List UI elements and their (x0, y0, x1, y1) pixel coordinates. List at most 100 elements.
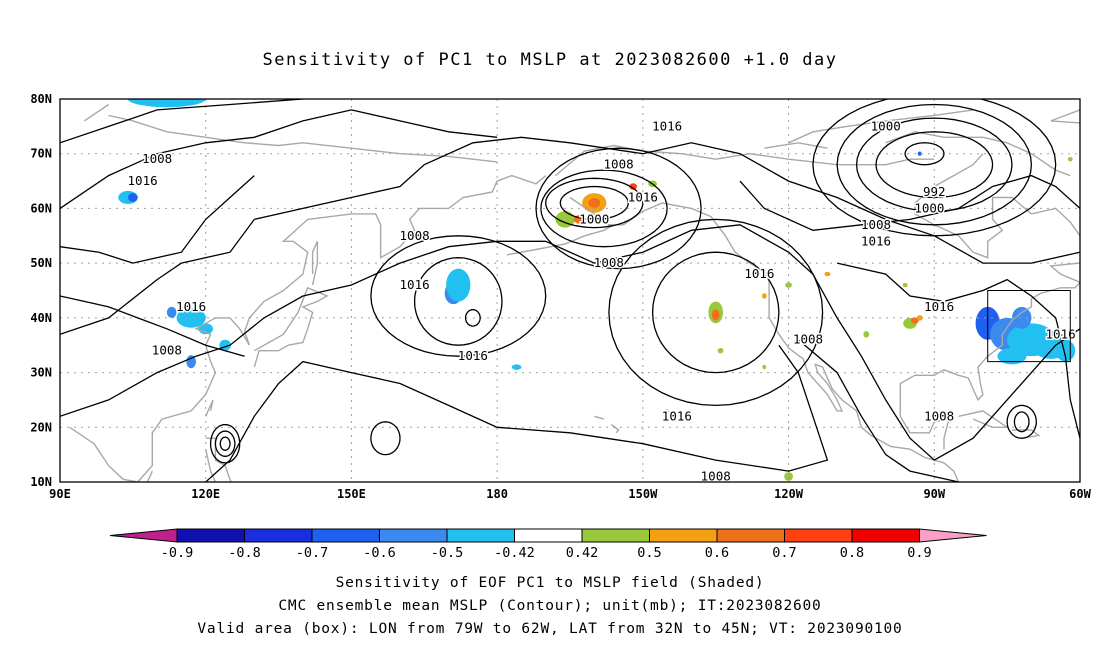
sensitivity-patch (127, 99, 206, 108)
colorbar-label: -0.7 (296, 545, 329, 561)
colorbar-swatch (446, 528, 515, 543)
contour-label: 1008 (400, 228, 430, 243)
mslp-contour (559, 185, 629, 221)
colorbar-label: 0.7 (772, 545, 796, 561)
coastline (1085, 255, 1100, 280)
contour-label: 1016 (662, 408, 692, 423)
sensitivity-patch (127, 193, 138, 202)
lat-lon-grid (60, 99, 1081, 482)
sensitivity-patch (446, 268, 471, 302)
sensitivity-patch (863, 330, 870, 338)
sensitivity-patch (717, 347, 724, 354)
contour-label: 1016 (128, 173, 158, 188)
sensitivity-patch (186, 355, 197, 369)
colorbar-swatch (649, 528, 718, 543)
colorbar-label: -0.6 (363, 545, 396, 561)
contour-label: 1016 (400, 277, 430, 292)
sensitivity-patch (784, 472, 793, 481)
caption-sensitivity: Sensitivity of EOF PC1 to MSLP field (Sh… (335, 575, 765, 591)
colorbar-high-extend (919, 528, 987, 543)
x-tick-label: 90W (923, 487, 945, 501)
contour-label: 1008 (604, 157, 634, 172)
x-tick-label: 150W (628, 487, 658, 501)
sensitivity-patch (762, 364, 767, 370)
y-tick-label: 40N (30, 311, 52, 325)
coastline (594, 415, 605, 420)
sensitivity-patch (555, 211, 575, 228)
coastline (554, 144, 935, 177)
coastline (83, 103, 109, 122)
chart-title: Sensitivity of PC1 to MSLP at 2023082600… (262, 50, 838, 70)
sensitivity-patch (917, 151, 922, 156)
coastline (569, 196, 960, 482)
mslp-contour (739, 174, 1080, 231)
contour-label: 1008 (924, 408, 954, 423)
contour-label: 1016 (1046, 326, 1076, 341)
validation-box (987, 290, 1071, 363)
y-tick-label: 50N (30, 256, 52, 270)
y-tick-label: 10N (30, 475, 52, 489)
mslp-contour (209, 423, 241, 464)
contour-label: 1000 (871, 118, 901, 133)
y-tick-label: 20N (30, 420, 52, 434)
y-tick-label: 30N (30, 366, 52, 380)
colorbar-label: 0.8 (840, 545, 864, 561)
mslp-contour (608, 218, 824, 407)
colorbar-swatch (244, 528, 313, 543)
mslp-contour (904, 142, 945, 166)
coastline (788, 109, 974, 144)
sensitivity-patch (1087, 212, 1093, 216)
mslp-contour (545, 177, 644, 229)
mslp-contour (812, 99, 1057, 237)
mslp-contours (60, 99, 1080, 482)
colorbar-label: -0.42 (494, 545, 535, 561)
caption-mslp: CMC ensemble mean MSLP (Contour); unit(m… (278, 598, 822, 614)
sensitivity-patch (910, 317, 919, 324)
colorbar-swatch (581, 528, 650, 543)
x-tick-label: 120W (774, 487, 804, 501)
mslp-contour (60, 295, 245, 357)
mslp-contour (836, 262, 1080, 441)
coastline (610, 424, 620, 434)
colorbar-swatch (311, 528, 380, 543)
contour-label: 1016 (628, 189, 658, 204)
coastline (205, 399, 214, 417)
mslp-contour (60, 224, 1080, 461)
contour-label: 1016 (861, 233, 891, 248)
x-tick-label: 150E (337, 487, 366, 501)
colorbar-swatch (176, 528, 245, 543)
contour-label: 1008 (594, 255, 624, 270)
mslp-contour (651, 251, 780, 374)
mslp-contour (1013, 411, 1030, 433)
coastline (764, 142, 828, 149)
coastline (506, 224, 615, 256)
coastline (958, 410, 1010, 428)
mslp-contour (535, 147, 702, 270)
mslp-contour (370, 421, 401, 456)
mslp-contour (60, 99, 303, 144)
colorbar-label: -0.9 (161, 545, 194, 561)
mslp-contour (875, 131, 994, 199)
colorbar-label: 0.42 (566, 545, 599, 561)
x-tick-label: 180 (486, 487, 508, 501)
sensitivity-patch (166, 306, 177, 318)
sensitivity-patch (902, 282, 908, 288)
mslp-contour (413, 257, 503, 346)
sensitivity-patch (629, 183, 638, 190)
mslp-contour (60, 136, 1080, 335)
mslp-contour (219, 436, 231, 451)
x-tick-label: 60W (1069, 487, 1091, 501)
mslp-contour (205, 344, 829, 482)
contour-label: 1008 (142, 151, 172, 166)
sensitivity-patch (665, 409, 669, 413)
sensitivity-patch (588, 198, 601, 208)
mslp-contour (855, 117, 1013, 212)
sensitivity-shading (118, 99, 1093, 481)
colorbar-label: -0.8 (228, 545, 261, 561)
contour-label: 1016 (176, 299, 206, 314)
contour-label: 1016 (652, 118, 682, 133)
colorbar-swatch (379, 528, 448, 543)
contour-label: 1008 (793, 332, 823, 347)
coastline (899, 153, 1080, 402)
sensitivity-patch (511, 364, 522, 370)
